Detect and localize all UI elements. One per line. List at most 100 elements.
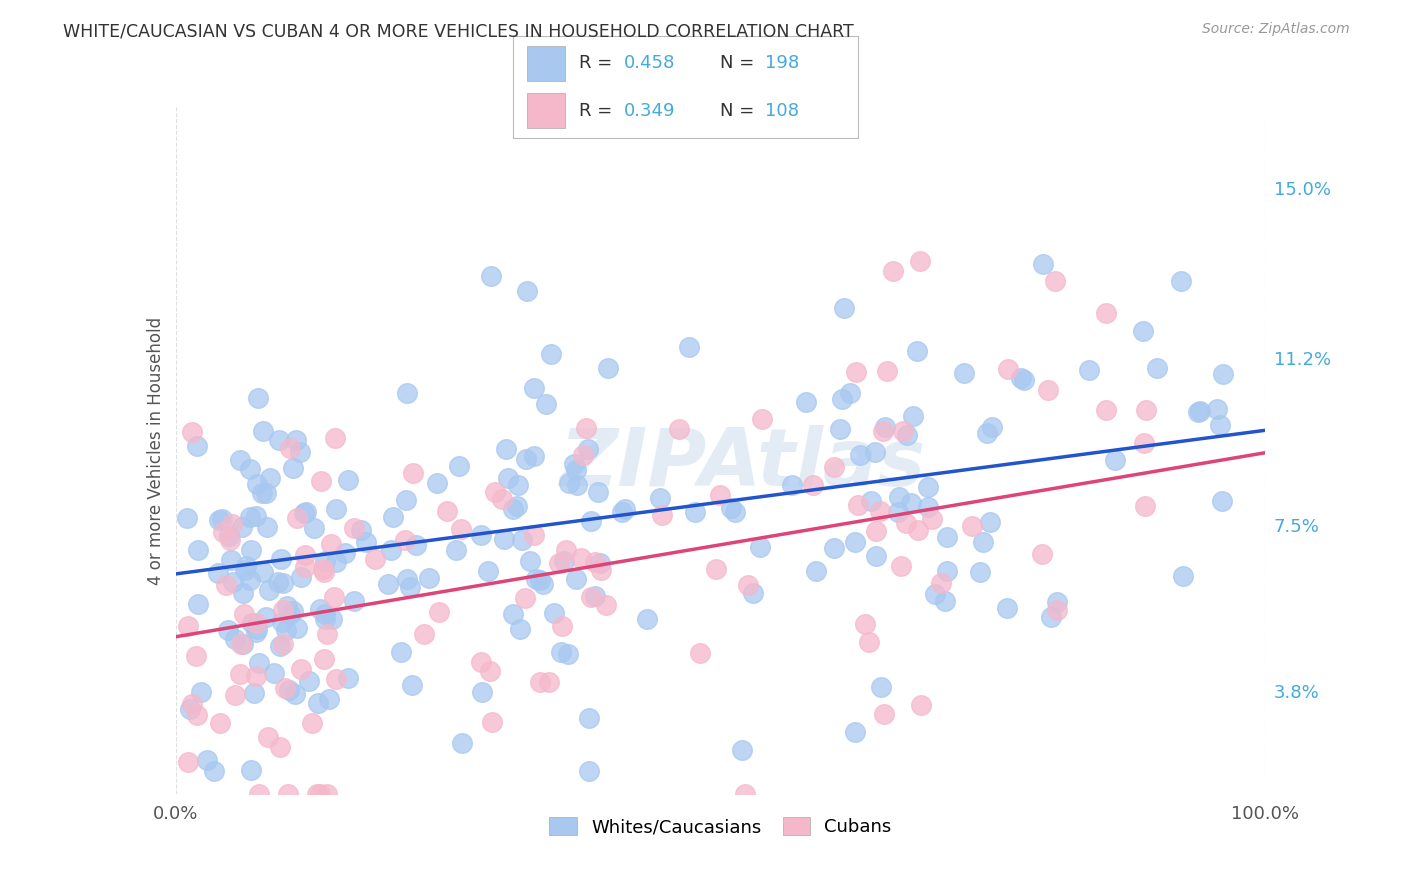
Point (1211, 494, 1233, 508)
Point (271, 637, 294, 651)
Point (231, 637, 253, 651)
Point (936, 530, 959, 544)
Point (307, 787, 329, 801)
Point (281, 461, 304, 475)
Point (848, 498, 870, 512)
FancyBboxPatch shape (527, 46, 565, 81)
Point (252, 424, 274, 438)
Point (284, 688, 307, 702)
Point (595, 598, 617, 612)
Point (886, 505, 908, 519)
Point (1187, 405, 1209, 419)
Point (318, 692, 340, 706)
Point (187, 598, 209, 612)
Point (502, 501, 524, 516)
Point (1077, 363, 1099, 377)
Point (523, 528, 546, 542)
Point (402, 467, 425, 481)
Point (232, 607, 254, 621)
Point (523, 381, 546, 395)
Point (845, 365, 868, 379)
Point (491, 491, 513, 506)
Point (636, 611, 658, 625)
Point (450, 522, 472, 536)
Point (321, 612, 343, 626)
Point (524, 572, 547, 586)
Point (292, 506, 315, 520)
Point (565, 463, 588, 477)
Point (278, 607, 301, 621)
Point (576, 442, 599, 456)
Point (921, 512, 943, 526)
Point (936, 564, 959, 578)
Point (186, 439, 208, 453)
Point (953, 366, 976, 380)
Point (229, 453, 252, 467)
Point (742, 586, 765, 600)
Point (307, 696, 329, 710)
Point (395, 493, 418, 508)
Point (612, 505, 634, 519)
Point (187, 543, 209, 558)
Point (534, 397, 557, 411)
Point (246, 476, 269, 491)
Point (976, 426, 998, 441)
Point (572, 448, 595, 462)
Point (389, 645, 412, 659)
Point (232, 585, 254, 599)
Point (228, 667, 250, 681)
Point (444, 543, 467, 558)
Point (290, 662, 312, 676)
Point (224, 688, 246, 702)
Point (315, 627, 337, 641)
Point (553, 554, 575, 568)
Text: N =: N = (720, 102, 759, 120)
Point (551, 619, 574, 633)
Text: 108: 108 (765, 102, 799, 120)
Point (242, 686, 264, 700)
Point (832, 301, 855, 315)
Point (579, 514, 602, 528)
Point (221, 516, 243, 531)
Point (399, 580, 422, 594)
Y-axis label: 4 or more Vehicles in Household: 4 or more Vehicles in Household (146, 317, 165, 584)
Text: WHITE/CAUCASIAN VS CUBAN 4 OR MORE VEHICLES IN HOUSEHOLD CORRELATION CHART: WHITE/CAUCASIAN VS CUBAN 4 OR MORE VEHIC… (63, 22, 853, 40)
Point (495, 442, 517, 457)
Point (231, 520, 253, 534)
Point (290, 570, 312, 584)
Point (309, 474, 332, 488)
Point (181, 697, 204, 711)
Point (873, 706, 896, 721)
Point (315, 787, 337, 801)
Point (749, 541, 772, 555)
Point (586, 484, 609, 499)
Point (583, 555, 606, 569)
Point (873, 420, 896, 434)
Point (394, 533, 416, 547)
Point (849, 448, 872, 462)
Point (245, 624, 267, 639)
Point (860, 493, 883, 508)
Point (853, 616, 876, 631)
Point (269, 639, 291, 653)
Point (1133, 436, 1156, 450)
Point (872, 424, 894, 438)
Text: 0.458: 0.458 (623, 54, 675, 72)
Point (858, 635, 880, 649)
Point (997, 362, 1019, 376)
Point (426, 476, 449, 491)
Point (470, 656, 492, 670)
Point (910, 698, 932, 712)
Text: N =: N = (720, 54, 759, 72)
Point (887, 490, 910, 504)
Point (509, 623, 531, 637)
Point (190, 684, 212, 698)
Point (583, 589, 606, 603)
Text: Source: ZipAtlas.com: Source: ZipAtlas.com (1202, 22, 1350, 37)
Point (844, 535, 866, 549)
Point (427, 605, 450, 619)
Point (1209, 418, 1232, 433)
Point (547, 556, 569, 570)
Point (596, 360, 619, 375)
Point (1031, 547, 1053, 561)
